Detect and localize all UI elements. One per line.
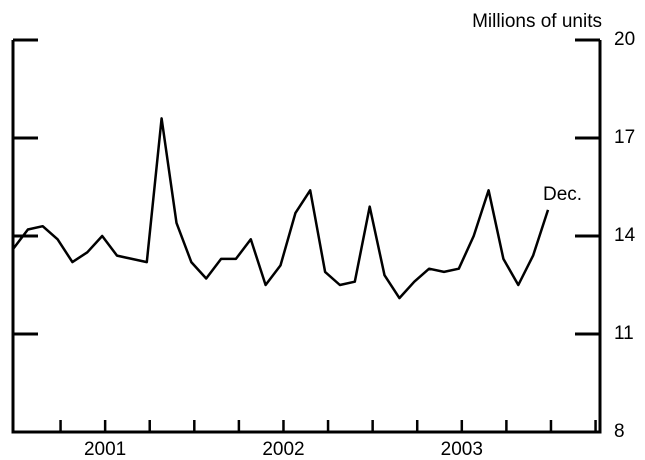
series-line: [12, 117, 550, 300]
y-tick-label: 17: [614, 127, 635, 148]
x-year-label: 2002: [262, 439, 304, 460]
x-year-label: 2003: [441, 439, 483, 460]
x-year-label: 2001: [84, 439, 126, 460]
y-tick-label: 11: [614, 323, 634, 344]
y-tick-label: 20: [614, 29, 635, 50]
y-tick-label: 14: [614, 225, 636, 246]
y-tick-label: 8: [614, 421, 625, 442]
annotation: Dec.: [543, 184, 582, 205]
unit-label: Millions of units: [472, 11, 602, 32]
